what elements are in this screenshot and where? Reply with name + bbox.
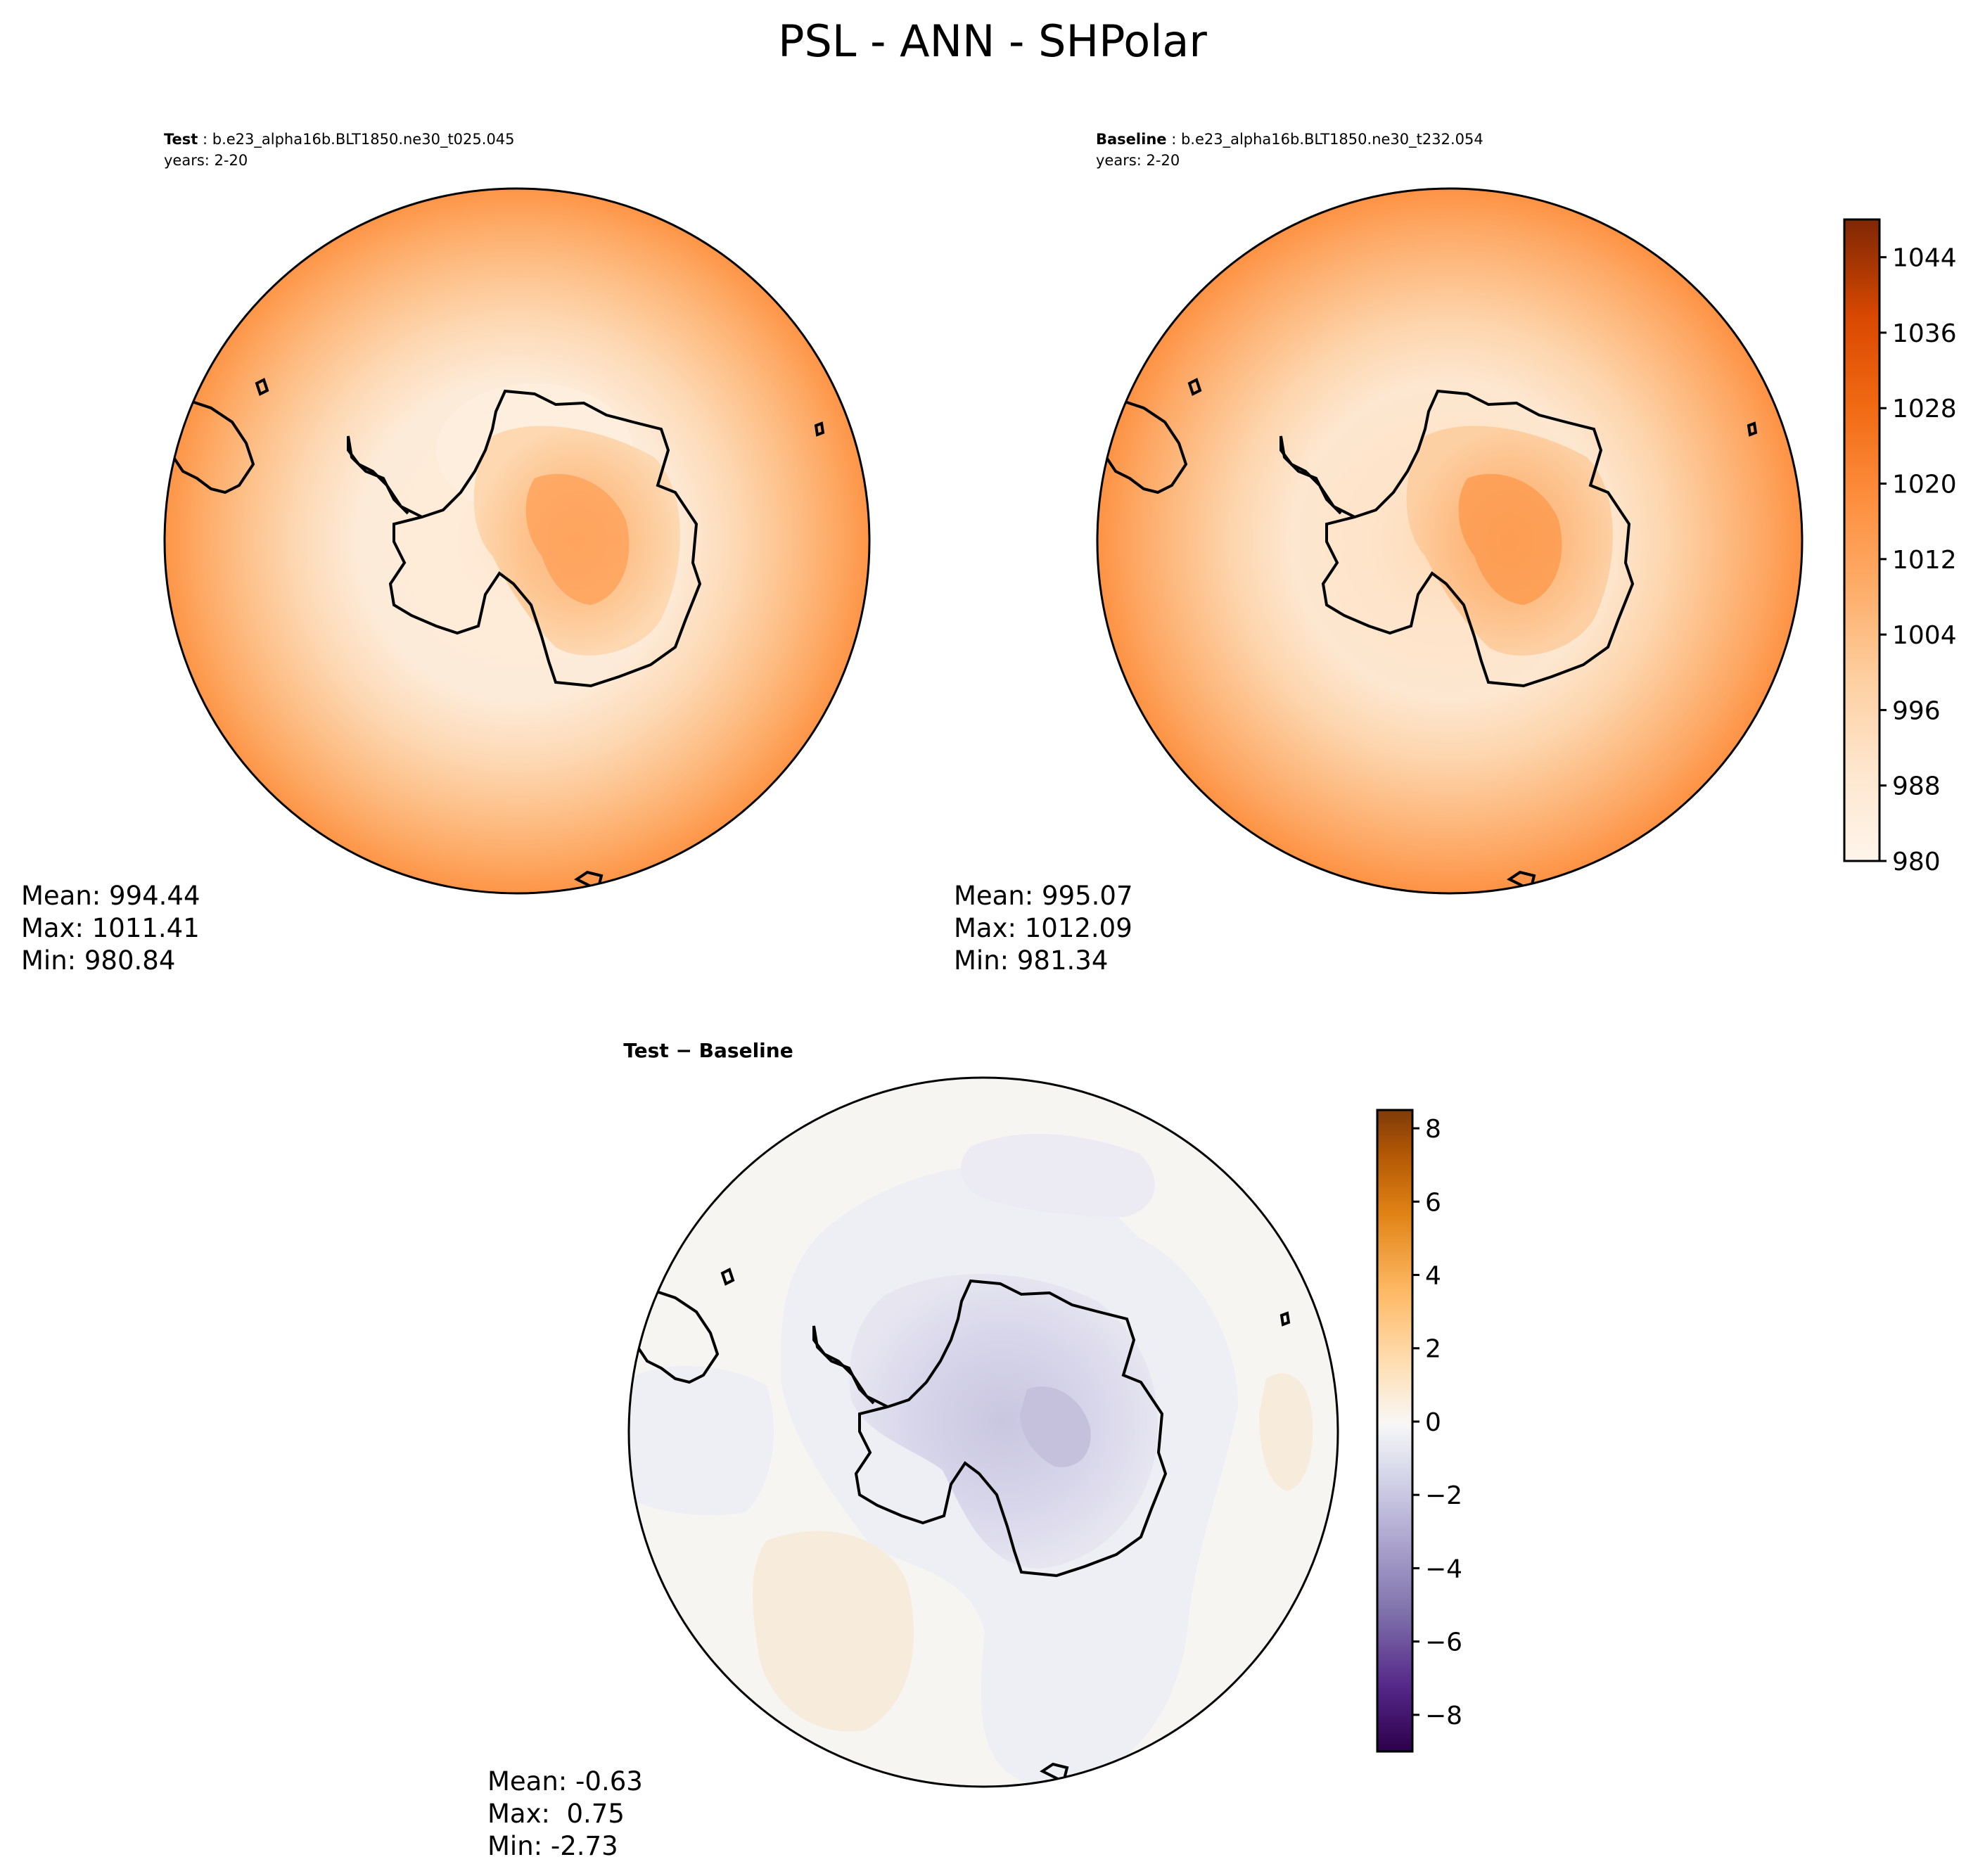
colorbar-oranges-tick-label: 1012: [1892, 546, 1957, 575]
panel-difference-island-b: [1279, 1311, 1291, 1327]
colorbar-oranges-tick-label: 1020: [1892, 471, 1957, 499]
panel-baseline-stat-max: Max: 1012.09: [954, 913, 1132, 943]
panel-baseline-stat-max-value: 1012.09: [1025, 913, 1132, 943]
panel-baseline-boundary: [1096, 187, 1804, 895]
panel-difference-min-core: [1020, 1386, 1091, 1467]
panel-difference-pos-region-e: [1259, 1373, 1313, 1491]
panel-test-stat-min-value: 980.84: [84, 945, 175, 976]
panel-baseline-plateau-core: [1458, 473, 1562, 605]
figure-title: PSL - ANN - SHPolar: [778, 15, 1207, 67]
panel-baseline-stat-min: Min: 981.34: [954, 945, 1108, 976]
colorbar-puor: −8 −6 −4 −2 0 2 4 6 8: [1376, 1109, 1462, 1753]
colorbar-oranges-tick-label: 1028: [1892, 395, 1957, 423]
panel-difference-map: [629, 1078, 1338, 1787]
colorbar-puor-tick-label: 6: [1425, 1188, 1441, 1217]
panel-test-title-case: : b.e23_alpha16b.BLT1850.ne30_t025.045: [198, 131, 514, 148]
colorbar-puor-tick-label: 4: [1425, 1262, 1441, 1291]
panel-test-stat-mean-label: Mean:: [21, 881, 109, 911]
panel-baseline-stat-mean-value: 995.07: [1042, 881, 1132, 911]
panel-test-stat-min: Min: 980.84: [21, 945, 175, 976]
colorbar-puor-tick-label: −8: [1425, 1702, 1462, 1730]
colorbar-oranges-tick-label: 996: [1892, 696, 1941, 725]
panel-test: Test : b.e23_alpha16b.BLT1850.ne30_t025.…: [21, 131, 871, 976]
panel-difference-neg-region-top: [961, 1133, 1155, 1217]
panel-test-boundary: [163, 187, 871, 895]
panel-test-title-bold: Test: [164, 131, 198, 148]
colorbar-oranges-ticks: 980 988 996 1004 1012 1020 1028 1036 1044: [1879, 244, 1957, 876]
panel-difference-stat-min: Min: -2.73: [487, 1831, 618, 1861]
panel-test-stat-min-label: Min:: [21, 945, 84, 976]
panel-difference-boundary: [627, 1076, 1339, 1788]
panel-test-stat-mean-value: 994.44: [109, 881, 200, 911]
panel-test-south-america: [167, 399, 255, 494]
panel-test-island-b: [814, 421, 825, 437]
panel-baseline-island-b: [1747, 421, 1758, 437]
panel-difference-title: Test − Baseline: [623, 1039, 793, 1062]
panel-difference-stat-mean-value: -0.63: [575, 1766, 643, 1797]
panel-test-stat-max-label: Max:: [21, 913, 92, 943]
panel-baseline-south-america: [1099, 399, 1188, 494]
panel-difference-pos-region-sw: [753, 1531, 914, 1732]
colorbar-puor-tick-label: 2: [1425, 1335, 1441, 1364]
panel-baseline-stat-min-label: Min:: [954, 945, 1017, 976]
panel-test-map: [165, 189, 869, 893]
panel-difference-island-a: [720, 1268, 735, 1286]
colorbar-oranges-tick-label: 988: [1892, 772, 1941, 801]
colorbar-puor-ticks: −8 −6 −4 −2 0 2 4 6 8: [1412, 1115, 1462, 1730]
panel-test-stat-max-value: 1011.41: [92, 913, 200, 943]
panel-baseline-stat-min-value: 981.34: [1017, 945, 1108, 976]
panel-baseline-stat-mean: Mean: 995.07: [954, 881, 1133, 911]
panel-difference-neg-region-west: [629, 1365, 774, 1515]
panel-baseline-coastlines: [1099, 378, 1758, 892]
panel-difference-antarctica-coast: [854, 1279, 1168, 1578]
colorbar-oranges-tick-label: 1044: [1892, 244, 1957, 273]
panel-baseline-title-bold: Baseline: [1096, 131, 1167, 148]
colorbar-puor-tick-label: −4: [1425, 1555, 1462, 1583]
panel-test-title: Test : b.e23_alpha16b.BLT1850.ne30_t025.…: [164, 131, 515, 148]
panel-difference-stat-mean: Mean: -0.63: [487, 1766, 643, 1797]
panel-test-years: years: 2-20: [164, 152, 248, 169]
panel-baseline-island-a: [1187, 378, 1202, 396]
panel-baseline-stat-max-label: Max:: [954, 913, 1025, 943]
colorbar-puor-bar: [1376, 1109, 1414, 1753]
panel-difference: Test − Baseline Mean: -0.63 Max: 0.75 Mi…: [487, 1039, 1462, 1861]
panel-difference-stat-max-value: 0.75: [559, 1799, 625, 1829]
panel-baseline-years: years: 2-20: [1096, 152, 1180, 169]
colorbar-oranges-tick-label: 980: [1892, 848, 1941, 876]
colorbar-puor-tick-label: 0: [1425, 1408, 1441, 1437]
panel-difference-stat-mean-label: Mean:: [487, 1766, 575, 1797]
panel-baseline-title-case: : b.e23_alpha16b.BLT1850.ne30_t232.054: [1167, 131, 1483, 148]
panel-baseline-title: Baseline : b.e23_alpha16b.BLT1850.ne30_t…: [1096, 131, 1483, 148]
panel-difference-south-america: [631, 1289, 720, 1384]
colorbar-puor-tick-label: −2: [1425, 1481, 1462, 1510]
panel-difference-stat-min-value: -2.73: [551, 1831, 618, 1861]
panel-difference-peninsula: [812, 1325, 888, 1408]
panel-test-plateau-core: [525, 473, 630, 605]
panel-baseline-peninsula: [1279, 435, 1355, 518]
colorbar-puor-tick-label: 8: [1425, 1115, 1441, 1144]
panel-test-stat-mean: Mean: 994.44: [21, 881, 200, 911]
panel-baseline-stat-mean-label: Mean:: [954, 881, 1042, 911]
colorbar-oranges-tick-label: 1036: [1892, 319, 1957, 348]
colorbar-oranges: 980 988 996 1004 1012 1020 1028 1036 1044: [1843, 218, 1957, 876]
panel-test-stat-max: Max: 1011.41: [21, 913, 200, 943]
panel-baseline-antarctica-coast: [1321, 389, 1635, 688]
panel-difference-stat-max: Max: 0.75: [487, 1799, 625, 1829]
colorbar-puor-tick-label: −6: [1425, 1628, 1462, 1657]
panel-test-island-a: [255, 378, 269, 396]
panel-difference-stat-min-label: Min:: [487, 1831, 551, 1861]
panel-test-antarctica-coast: [388, 389, 702, 688]
panel-baseline-map: [1097, 189, 1802, 893]
panel-difference-neg-continent: [849, 1274, 1159, 1569]
panel-test-peninsula: [347, 435, 423, 518]
panel-baseline: Baseline : b.e23_alpha16b.BLT1850.ne30_t…: [954, 131, 1957, 976]
colorbar-oranges-tick-label: 1004: [1892, 621, 1957, 650]
colorbar-oranges-bar: [1843, 218, 1881, 862]
panel-difference-stat-max-label: Max:: [487, 1799, 559, 1829]
